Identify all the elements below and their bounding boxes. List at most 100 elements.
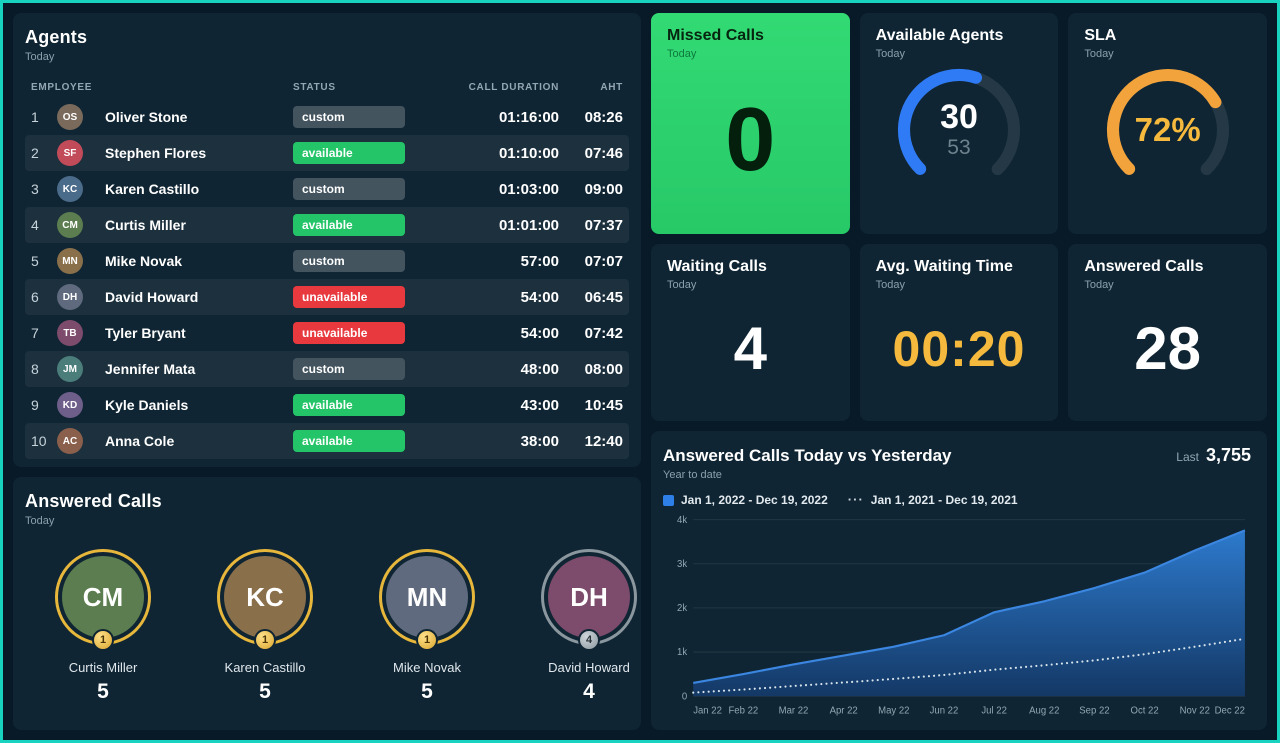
person-answered-count: 5 — [421, 680, 433, 703]
rank-medal-icon: 1 — [254, 629, 276, 651]
trend-chart-panel[interactable]: Answered Calls Today vs Yesterday Last 3… — [651, 431, 1267, 730]
sla-title: SLA — [1084, 27, 1117, 44]
svg-text:2k: 2k — [677, 603, 687, 614]
avatar-ring: DH 4 — [541, 549, 637, 651]
leaderboard-person[interactable]: CM 1 Curtis Miller 5 — [55, 549, 151, 704]
sla-card[interactable]: SLA Today 72% — [1068, 13, 1267, 234]
employee-avatar: OS — [57, 104, 83, 130]
missed-calls-card[interactable]: Missed Calls Today 0 — [651, 13, 850, 234]
series-swatch-icon — [663, 494, 674, 506]
status-cell: custom — [293, 358, 443, 380]
leaderboard-person[interactable]: MN 1 Mike Novak 5 — [379, 549, 475, 704]
employee-name: Stephen Flores — [105, 145, 207, 161]
waiting-calls-title: Waiting Calls — [667, 258, 767, 275]
employee-name: Tyler Bryant — [105, 325, 186, 341]
answered-people: CM 1 Curtis Miller 5 KC 1 Karen Castillo 5 MN 1 Mi… — [25, 527, 637, 704]
legend-label: Jan 1, 2022 - Dec 19, 2022 — [681, 493, 828, 507]
employee-name: Anna Cole — [105, 433, 175, 449]
rank-number: 9 — [31, 397, 39, 413]
gauge-arc-blue — [897, 68, 1021, 192]
avatar-ring: CM 1 — [55, 549, 151, 651]
waiting-calls-value: 4 — [733, 315, 768, 382]
gauge-svg — [897, 68, 1021, 192]
avatar-ring: KC 1 — [217, 549, 313, 651]
rank-number: 6 — [31, 289, 39, 305]
answered-calls-leaderboard-panel[interactable]: Answered Calls Today CM 1 Curtis Miller 5 KC… — [13, 477, 641, 730]
column-aht: AHT — [600, 81, 623, 93]
rank-number: 4 — [31, 217, 39, 233]
aht-value: 12:40 — [584, 432, 623, 450]
table-row[interactable]: 10 AC Anna Cole available 38:00 12:40 — [25, 423, 629, 459]
column-status: STATUS — [293, 81, 336, 93]
table-row[interactable]: 2 SF Stephen Flores available 01:10:00 07:46 — [25, 135, 629, 171]
answered-calls-subtitle: Today — [1084, 279, 1114, 291]
table-row[interactable]: 3 KC Karen Castillo custom 01:03:00 09:00 — [25, 171, 629, 207]
svg-text:Jan 22: Jan 22 — [693, 705, 722, 716]
rank-number: 7 — [31, 325, 39, 341]
person-avatar: MN — [386, 556, 468, 638]
svg-text:1k: 1k — [677, 647, 687, 658]
aht-value: 08:00 — [584, 360, 623, 378]
legend-item[interactable]: ··· Jan 1, 2021 - Dec 19, 2021 — [848, 493, 1018, 507]
leaderboard-person[interactable]: DH 4 David Howard 4 — [541, 549, 637, 704]
svg-text:Mar 22: Mar 22 — [779, 705, 809, 716]
answered-calls-title: Answered Calls — [1084, 258, 1204, 275]
svg-text:May 22: May 22 — [878, 705, 909, 716]
call-duration-value: 38:00 — [520, 432, 559, 450]
waiting-calls-card[interactable]: Waiting Calls Today 4 — [651, 244, 850, 421]
available-agents-gauge: 30 53 — [893, 64, 1025, 196]
missed-calls-value: 0 — [725, 90, 776, 190]
leaderboard-person[interactable]: KC 1 Karen Castillo 5 — [217, 549, 313, 704]
svg-text:4k: 4k — [677, 515, 687, 526]
svg-text:Sep 22: Sep 22 — [1079, 705, 1109, 716]
svg-text:Dec 22: Dec 22 — [1215, 705, 1245, 716]
call-duration-value: 54:00 — [520, 324, 559, 342]
person-name: Mike Novak — [393, 660, 461, 675]
rank-number: 2 — [31, 145, 39, 161]
missed-calls-subtitle: Today — [667, 48, 697, 60]
kpi-cards-grid: Missed Calls Today 0 Available Agents To… — [651, 13, 1267, 421]
status-cell: available — [293, 430, 443, 452]
rank-number: 5 — [31, 253, 39, 269]
agents-panel[interactable]: Agents Today EMPLOYEE STATUS CALL DURATI… — [13, 13, 641, 467]
table-row[interactable]: 1 OS Oliver Stone custom 01:16:00 08:26 — [25, 99, 629, 135]
call-duration-value: 43:00 — [520, 396, 559, 414]
available-agents-card[interactable]: Available Agents Today 30 53 — [859, 13, 1059, 234]
svg-text:Apr 22: Apr 22 — [830, 705, 858, 716]
call-duration-value: 01:10:00 — [498, 144, 559, 162]
employee-name: Oliver Stone — [105, 109, 188, 125]
person-name: Karen Castillo — [224, 660, 306, 675]
aht-value: 08:26 — [584, 108, 623, 126]
answered-calls-card[interactable]: Answered Calls Today 28 — [1068, 244, 1267, 421]
employee-avatar: SF — [57, 140, 83, 166]
agents-subtitle: Today — [25, 51, 55, 63]
table-row[interactable]: 9 KD Kyle Daniels available 43:00 10:45 — [25, 387, 629, 423]
avg-waiting-time-card[interactable]: Avg. Waiting Time Today 00:20 — [859, 244, 1059, 421]
table-row[interactable]: 6 DH David Howard unavailable 54:00 06:45 — [25, 279, 629, 315]
table-row[interactable]: 8 JM Jennifer Mata custom 48:00 08:00 — [25, 351, 629, 387]
table-row[interactable]: 4 CM Curtis Miller available 01:01:00 07:37 — [25, 207, 629, 243]
employee-avatar: TB — [57, 320, 83, 346]
employee-avatar: DH — [57, 284, 83, 310]
person-name: David Howard — [548, 660, 630, 675]
avg-waiting-time-subtitle: Today — [875, 279, 906, 291]
status-cell: custom — [293, 178, 443, 200]
status-badge: available — [293, 430, 405, 452]
rank-number: 8 — [31, 361, 39, 377]
table-row[interactable]: 7 TB Tyler Bryant unavailable 54:00 07:42 — [25, 315, 629, 351]
chart-title: Answered Calls Today vs Yesterday — [663, 446, 952, 465]
legend-item[interactable]: Jan 1, 2022 - Dec 19, 2022 — [663, 493, 828, 507]
table-row[interactable]: 5 MN Mike Novak custom 57:00 07:07 — [25, 243, 629, 279]
person-answered-count: 5 — [259, 680, 271, 703]
last-value: 3,755 — [1205, 445, 1251, 465]
employee-avatar: KD — [57, 392, 83, 418]
rank-number: 10 — [31, 433, 47, 449]
agents-table-header: EMPLOYEE STATUS CALL DURATION AHT — [25, 75, 629, 99]
employee-name: David Howard — [105, 289, 199, 305]
status-badge: available — [293, 394, 405, 416]
avg-waiting-time-value: 00:20 — [892, 321, 1026, 377]
available-agents-total: 53 — [947, 135, 971, 159]
status-badge: available — [293, 142, 405, 164]
person-name: Curtis Miller — [68, 660, 138, 675]
